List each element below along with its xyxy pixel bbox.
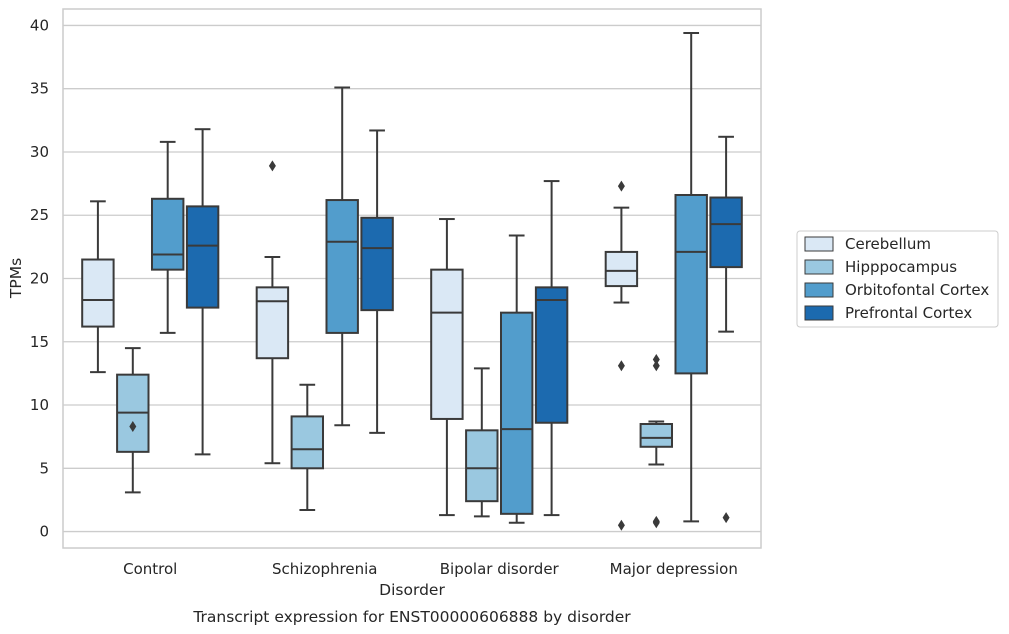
box-2-3 — [674, 32, 708, 523]
box-2-2 — [499, 234, 534, 524]
x-axis-title: Disorder — [379, 581, 445, 599]
legend-swatch — [804, 236, 834, 252]
box-iqr — [604, 250, 639, 288]
y-tick-label: 10 — [30, 396, 49, 414]
box-layer — [81, 32, 743, 531]
y-tick-label: 30 — [30, 143, 49, 161]
legend-swatch — [804, 259, 834, 275]
x-tick-label: Bipolar disorder — [440, 560, 560, 578]
box-1-0 — [116, 347, 150, 494]
y-axis-title: TPMs — [7, 258, 25, 299]
y-tick-label: 20 — [30, 270, 49, 288]
legend: Cerebellum Hipppocampus Orbitofontal Corte… — [796, 230, 999, 328]
x-tick-label: Schizophrenia — [272, 560, 377, 578]
box-iqr — [150, 197, 185, 271]
box-iqr — [290, 415, 325, 470]
y-tick-label: 0 — [39, 523, 49, 541]
box-1-1 — [290, 383, 325, 512]
x-tick-labels: Control Schizophrenia Bipolar disorder Majo… — [123, 560, 738, 578]
outlier-point — [129, 421, 137, 433]
outlier-point — [652, 517, 660, 529]
outlier-point — [652, 360, 660, 372]
outlier-point — [617, 360, 625, 372]
box-2-1 — [325, 86, 359, 427]
figure-caption: Transcript expression for ENST0000060688… — [192, 608, 631, 626]
box-0-2 — [430, 218, 464, 517]
legend-label: Cerebellum — [845, 235, 931, 253]
box-3-3 — [709, 135, 743, 524]
outlier-point — [617, 519, 625, 531]
box-0-3 — [604, 180, 639, 531]
box-iqr — [185, 205, 220, 309]
box-2-0 — [150, 140, 185, 334]
x-tick-label: Control — [123, 560, 177, 578]
box-iqr — [81, 258, 115, 328]
box-iqr — [255, 286, 290, 360]
box-iqr — [465, 429, 499, 503]
box-iqr — [325, 199, 359, 334]
y-tick-label: 35 — [30, 80, 49, 98]
box-iqr — [674, 193, 708, 375]
outlier-point — [722, 512, 730, 524]
y-tick-label: 25 — [30, 206, 49, 224]
box-1-2 — [465, 367, 499, 518]
y-tick-label: 15 — [30, 333, 49, 351]
legend-label: Orbitofontal Cortex — [845, 281, 989, 299]
outlier-point — [652, 353, 660, 365]
legend-swatch — [804, 305, 834, 321]
box-0-1 — [255, 160, 290, 465]
legend-swatch — [804, 282, 834, 298]
y-tick-labels: 0 5 10 15 20 25 30 35 40 — [30, 16, 49, 540]
legend-label: Prefrontal Cortex — [845, 304, 972, 322]
box-3-2 — [534, 180, 569, 517]
box-0-0 — [81, 200, 115, 374]
box-iqr — [639, 423, 674, 448]
box-iqr — [430, 268, 464, 420]
outlier-point — [617, 180, 625, 192]
y-tick-label: 5 — [39, 459, 49, 477]
box-iqr — [534, 286, 569, 424]
legend-label: Hipppocampus — [845, 258, 957, 276]
box-1-3 — [639, 353, 674, 529]
outlier-point — [268, 160, 276, 172]
box-3-1 — [360, 129, 394, 434]
box-3-0 — [185, 128, 220, 456]
x-tick-label: Major depression — [610, 560, 738, 578]
y-tick-label: 40 — [30, 16, 49, 34]
plot-frame — [62, 8, 762, 549]
box-iqr — [499, 311, 534, 515]
box-iqr — [709, 196, 743, 269]
box-iqr — [360, 216, 394, 312]
legend-frame — [796, 230, 999, 328]
